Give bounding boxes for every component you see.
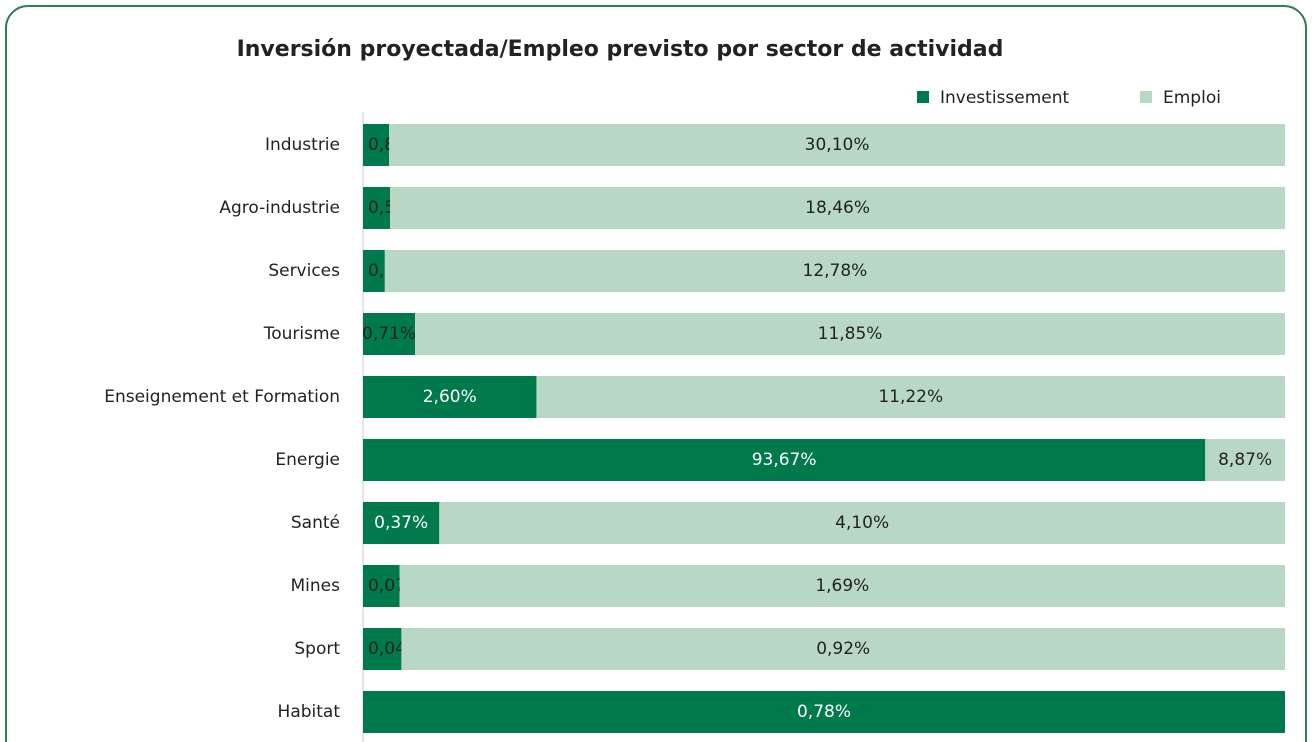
bar-segment	[401, 628, 1286, 670]
y-tick-label: Mines	[291, 576, 341, 596]
bar-segment	[363, 565, 400, 607]
data-label: 11,22%	[878, 387, 943, 407]
data-label: 11,85%	[818, 324, 883, 344]
y-tick-label: Habitat	[278, 702, 341, 722]
bar-segment	[363, 124, 390, 166]
y-tick-label: Energie	[275, 450, 340, 470]
y-tick-label: Santé	[291, 513, 340, 533]
legend-swatch	[1140, 91, 1152, 103]
data-label: 93,67%	[752, 450, 817, 470]
bar-segment	[384, 250, 1286, 292]
data-label: 0,92%	[816, 639, 870, 659]
y-tick-label: Tourisme	[263, 324, 340, 344]
bar-segment	[399, 565, 1286, 607]
data-label: 0,71%	[362, 324, 416, 344]
data-label: 1,69%	[815, 576, 869, 596]
data-label: 12,78%	[803, 261, 868, 281]
bar-segment	[363, 691, 1285, 733]
legend-swatch	[917, 91, 929, 103]
y-tick-label: Enseignement et Formation	[104, 387, 340, 407]
chart-title: Inversión proyectada/Empleo previsto por…	[237, 37, 1004, 62]
bar-segment	[1205, 439, 1285, 481]
bar-segment	[363, 628, 402, 670]
bar-segment	[363, 313, 416, 355]
bar-segment	[363, 250, 385, 292]
y-tick-label: Services	[268, 261, 340, 281]
bar-segment	[363, 187, 391, 229]
y-tick-label: Agro-industrie	[219, 198, 340, 218]
legend-label: Emploi	[1163, 88, 1221, 108]
bar-segment	[363, 502, 440, 544]
bar-segment	[363, 439, 1206, 481]
data-label: 18,46%	[805, 198, 870, 218]
data-label: 8,87%	[1218, 450, 1272, 470]
data-label: 30,10%	[805, 135, 870, 155]
bar-segment	[390, 187, 1286, 229]
data-label: 0,37%	[374, 513, 428, 533]
y-tick-label: Sport	[294, 639, 340, 659]
bar-segment	[363, 376, 537, 418]
data-label: 0,78%	[797, 702, 851, 722]
data-label: 2,60%	[423, 387, 477, 407]
data-label: 4,10%	[835, 513, 889, 533]
bar-segment	[389, 124, 1285, 166]
bar-segment	[536, 376, 1285, 418]
bar-segment	[415, 313, 1286, 355]
y-tick-label: Industrie	[265, 135, 340, 155]
bar-segment	[439, 502, 1285, 544]
legend-label: Investissement	[940, 88, 1070, 108]
